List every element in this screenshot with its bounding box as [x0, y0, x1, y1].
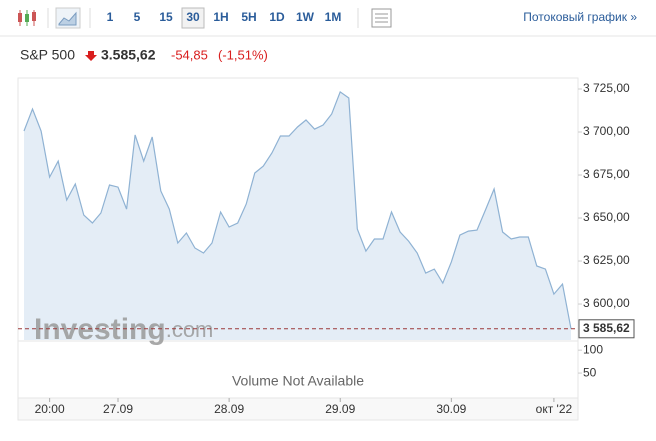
price-line — [23, 90, 572, 329]
interval-button[interactable]: 1M — [325, 10, 342, 24]
selected-interval-box — [181, 7, 205, 29]
x-tick-label: 30.09 — [436, 402, 466, 416]
last-value-label: 3 585,62 — [583, 321, 630, 335]
volume-tick-label: 100 — [583, 342, 603, 356]
y-tick-label: 3 650,00 — [583, 210, 630, 224]
table-icon[interactable] — [371, 8, 392, 28]
change-pct: (-1,51%) — [218, 47, 268, 62]
watermark-domain: .com — [166, 317, 214, 342]
change: -54,85 — [171, 47, 208, 62]
volume-message: Volume Not Available — [232, 373, 364, 389]
y-tick-label: 3 700,00 — [583, 124, 630, 138]
x-tick-label: 20:00 — [35, 402, 65, 416]
y-tick-label: 3 675,00 — [583, 167, 630, 181]
interval-button[interactable]: 1 — [107, 10, 114, 24]
x-tick-label: 27.09 — [103, 402, 133, 416]
x-tick-label: 29.09 — [325, 402, 355, 416]
streaming-link[interactable]: Потоковый график » — [523, 10, 637, 24]
last-value-box — [578, 319, 635, 339]
interval-button[interactable]: 15 — [159, 10, 173, 24]
interval-button[interactable]: 5H — [241, 10, 256, 24]
interval-button[interactable]: 5 — [134, 10, 141, 24]
interval-button[interactable]: 1H — [213, 10, 228, 24]
volume-tick-label: 50 — [583, 365, 597, 379]
x-tick-label: 28.09 — [214, 402, 244, 416]
y-tick-label: 3 600,00 — [583, 296, 630, 310]
y-tick-label: 3 625,00 — [583, 253, 630, 267]
candles-icon[interactable] — [14, 8, 40, 28]
symbol: S&P 500 — [20, 47, 75, 63]
area-icon[interactable] — [55, 7, 81, 29]
x-tick-label: окт '22 — [536, 402, 573, 416]
interval-button[interactable]: 1W — [296, 10, 315, 24]
watermark-brand: Investing — [34, 313, 166, 346]
x-axis-band — [17, 397, 579, 421]
watermark: Investing.com — [34, 313, 213, 346]
y-tick-label: 3 725,00 — [583, 81, 630, 95]
interval-button[interactable]: 1D — [269, 10, 285, 24]
interval-button[interactable]: 30 — [186, 10, 200, 24]
down-arrow — [85, 51, 97, 61]
price: 3.585,62 — [101, 47, 156, 63]
area-fill — [24, 91, 571, 341]
